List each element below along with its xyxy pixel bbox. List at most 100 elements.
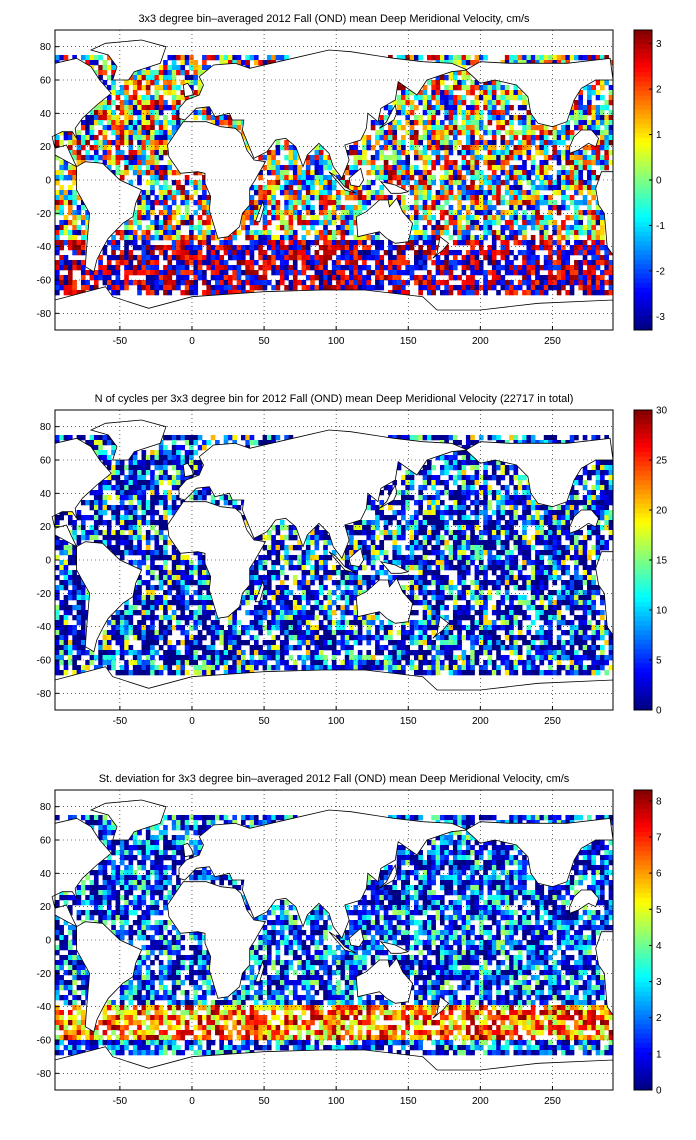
heatmap-cell: [401, 85, 406, 91]
heatmap-cell: [591, 550, 596, 556]
heatmap-cell: [556, 525, 562, 531]
heatmap-cell: [595, 210, 601, 216]
heatmap-cell: [474, 220, 480, 226]
heatmap-cell: [141, 240, 147, 246]
heatmap-cell: [427, 155, 432, 161]
heatmap-cell: [465, 455, 471, 461]
heatmap-cell: [465, 140, 471, 146]
heatmap-cell: [595, 175, 601, 181]
heatmap-cell: [314, 285, 320, 291]
heatmap-cell: [587, 155, 592, 161]
heatmap-cell: [357, 265, 363, 271]
heatmap-cell: [67, 175, 73, 181]
heatmap-cell: [379, 540, 385, 546]
heatmap-cell: [137, 515, 142, 521]
heatmap-cell: [608, 485, 614, 491]
heatmap-cell: [344, 285, 350, 291]
heatmap-cell: [184, 555, 190, 561]
heatmap-cell: [284, 55, 289, 61]
heatmap-cell: [448, 160, 454, 166]
heatmap-cell: [574, 170, 579, 176]
heatmap-cell: [202, 280, 207, 286]
heatmap-cell: [539, 150, 545, 156]
heatmap-cell: [111, 250, 116, 256]
heatmap-cell: [452, 520, 458, 526]
heatmap-cell: [310, 275, 315, 281]
heatmap-cell: [388, 130, 393, 136]
heatmap-cell: [509, 125, 514, 131]
heatmap-cell: [383, 140, 389, 146]
heatmap-cell: [401, 125, 406, 131]
heatmap-cell: [470, 545, 475, 551]
heatmap-cell: [392, 540, 398, 546]
heatmap-cell: [478, 190, 484, 196]
heatmap-cell: [600, 480, 605, 486]
heatmap-cell: [530, 60, 536, 66]
heatmap-cell: [461, 500, 467, 506]
heatmap-cell: [500, 95, 506, 101]
heatmap-cell: [452, 75, 458, 81]
heatmap-cell: [76, 225, 82, 231]
heatmap-cell: [405, 435, 410, 441]
heatmap-cell: [323, 225, 328, 231]
heatmap-cell: [461, 255, 467, 261]
heatmap-cell: [271, 200, 276, 206]
heatmap-cell: [128, 110, 134, 116]
heatmap-cell: [284, 140, 289, 146]
heatmap-cell: [301, 200, 307, 206]
heatmap-cell: [271, 180, 276, 186]
heatmap-cell: [422, 275, 428, 281]
heatmap-cell: [600, 540, 605, 546]
heatmap-cell: [197, 200, 203, 206]
heatmap-cell: [150, 520, 155, 526]
heatmap-cell: [396, 195, 402, 201]
heatmap-cell: [106, 240, 112, 246]
heatmap-cell: [504, 540, 510, 546]
heatmap-cell: [414, 555, 419, 561]
heatmap-cell: [176, 270, 181, 276]
heatmap-cell: [574, 540, 579, 546]
heatmap-cell: [275, 215, 281, 221]
heatmap-cell: [595, 510, 601, 516]
heatmap-cell: [517, 535, 523, 541]
heatmap-cell: [271, 235, 276, 241]
heatmap-cell: [556, 270, 562, 276]
heatmap-cell: [119, 155, 125, 161]
heatmap-cell: [487, 225, 493, 231]
heatmap-cell: [600, 285, 605, 291]
heatmap-cell: [474, 60, 480, 66]
heatmap-cell: [522, 60, 527, 66]
heatmap-cell: [414, 545, 419, 551]
heatmap-cell: [388, 490, 393, 496]
heatmap-cell: [587, 260, 592, 266]
heatmap-cell: [141, 110, 147, 116]
heatmap-cell: [163, 170, 168, 176]
heatmap-cell: [331, 265, 337, 271]
heatmap-cell: [439, 180, 445, 186]
heatmap-cell: [115, 480, 121, 486]
heatmap-cell: [565, 250, 571, 256]
heatmap-cell: [357, 255, 363, 261]
heatmap-cell: [465, 120, 471, 126]
heatmap-cell: [474, 490, 480, 496]
heatmap-cell: [262, 155, 268, 161]
heatmap-cell: [396, 535, 402, 541]
heatmap-cell: [448, 515, 454, 521]
heatmap-cell: [478, 245, 484, 251]
heatmap-cell: [414, 190, 419, 196]
heatmap-cell: [465, 190, 471, 196]
heatmap-cell: [76, 140, 82, 146]
heatmap-cell: [522, 140, 527, 146]
heatmap-cell: [396, 270, 402, 276]
heatmap-cell: [474, 155, 480, 161]
heatmap-cell: [124, 285, 129, 291]
heatmap-cell: [132, 160, 138, 166]
heatmap-cell: [522, 150, 527, 156]
heatmap-cell: [180, 460, 186, 466]
heatmap-cell: [128, 240, 134, 246]
heatmap-cell: [414, 105, 419, 111]
heatmap-cell: [366, 235, 372, 241]
heatmap-cell: [487, 115, 493, 121]
heatmap-cell: [72, 535, 77, 541]
heatmap-cell: [452, 120, 458, 126]
